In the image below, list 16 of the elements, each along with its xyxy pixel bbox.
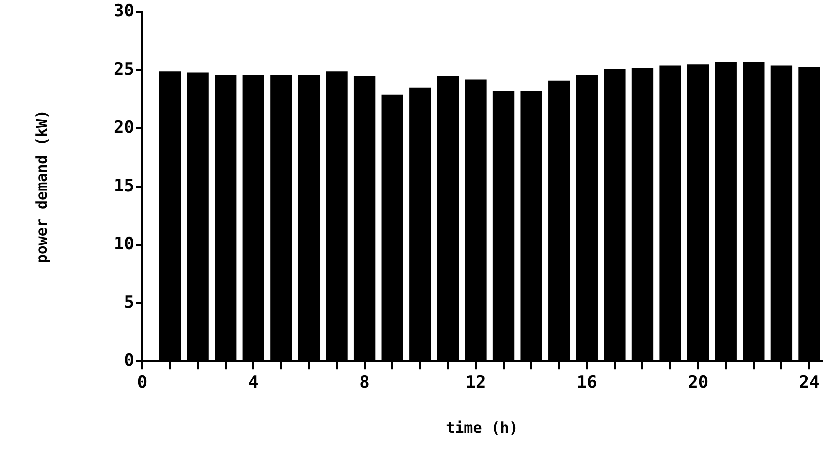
x-tick-label: 20 (688, 373, 709, 394)
y-tick-label: 30 (114, 2, 134, 22)
x-tick-label: 0 (137, 373, 148, 394)
x-tick-label: 16 (576, 373, 598, 394)
x-tick-label: 24 (799, 373, 820, 394)
x-tick-label: 12 (466, 373, 486, 394)
x-tick-label: 8 (360, 373, 370, 394)
y-tick-label: 15 (114, 176, 134, 196)
x-axis-title: time (h) (446, 418, 518, 437)
y-tick-label: 10 (114, 234, 134, 255)
y-tick-label: 25 (114, 60, 134, 80)
x-tick-label: 4 (248, 373, 259, 394)
y-tick-label: 5 (124, 292, 134, 313)
y-axis-title: power demand (kW) (32, 110, 51, 264)
y-tick-label: 20 (114, 118, 134, 138)
y-tick-label: 0 (124, 351, 134, 372)
